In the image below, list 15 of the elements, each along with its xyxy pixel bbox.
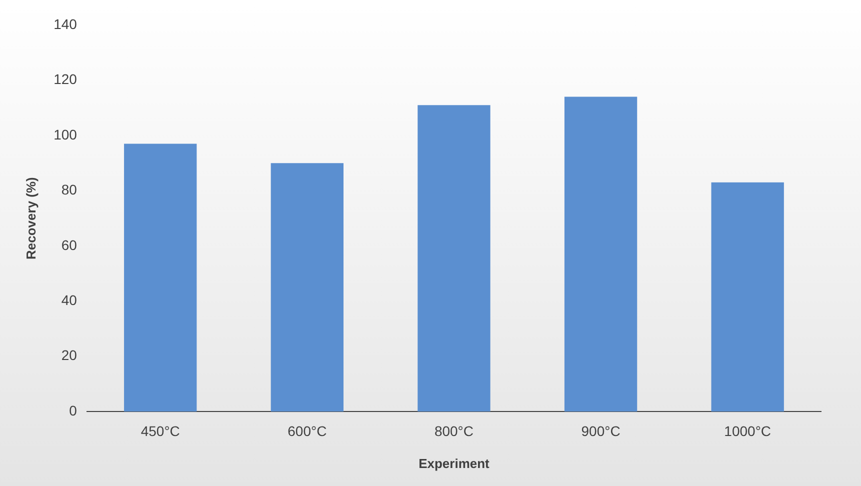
x-tick-label: 900°C [581,422,620,439]
y-tick-label: 140 [54,16,78,32]
y-axis-title: Recovery (%) [23,177,38,260]
y-tick-label: 120 [54,71,78,88]
x-tick-label: 600°C [288,422,327,439]
y-tick-label: 40 [61,292,78,308]
y-tick-label: 60 [61,236,78,253]
x-tick-label: 1000°C [724,422,772,439]
y-tick-label: 0 [69,402,78,418]
y-tick-label: 100 [54,126,78,142]
y-tick-label: 80 [61,182,78,198]
x-axis-title: Experiment [418,456,490,471]
x-tick-label: 450°C [140,422,180,439]
x-tick-label: 800°C [434,422,474,439]
y-tick-label: 20 [61,347,78,364]
